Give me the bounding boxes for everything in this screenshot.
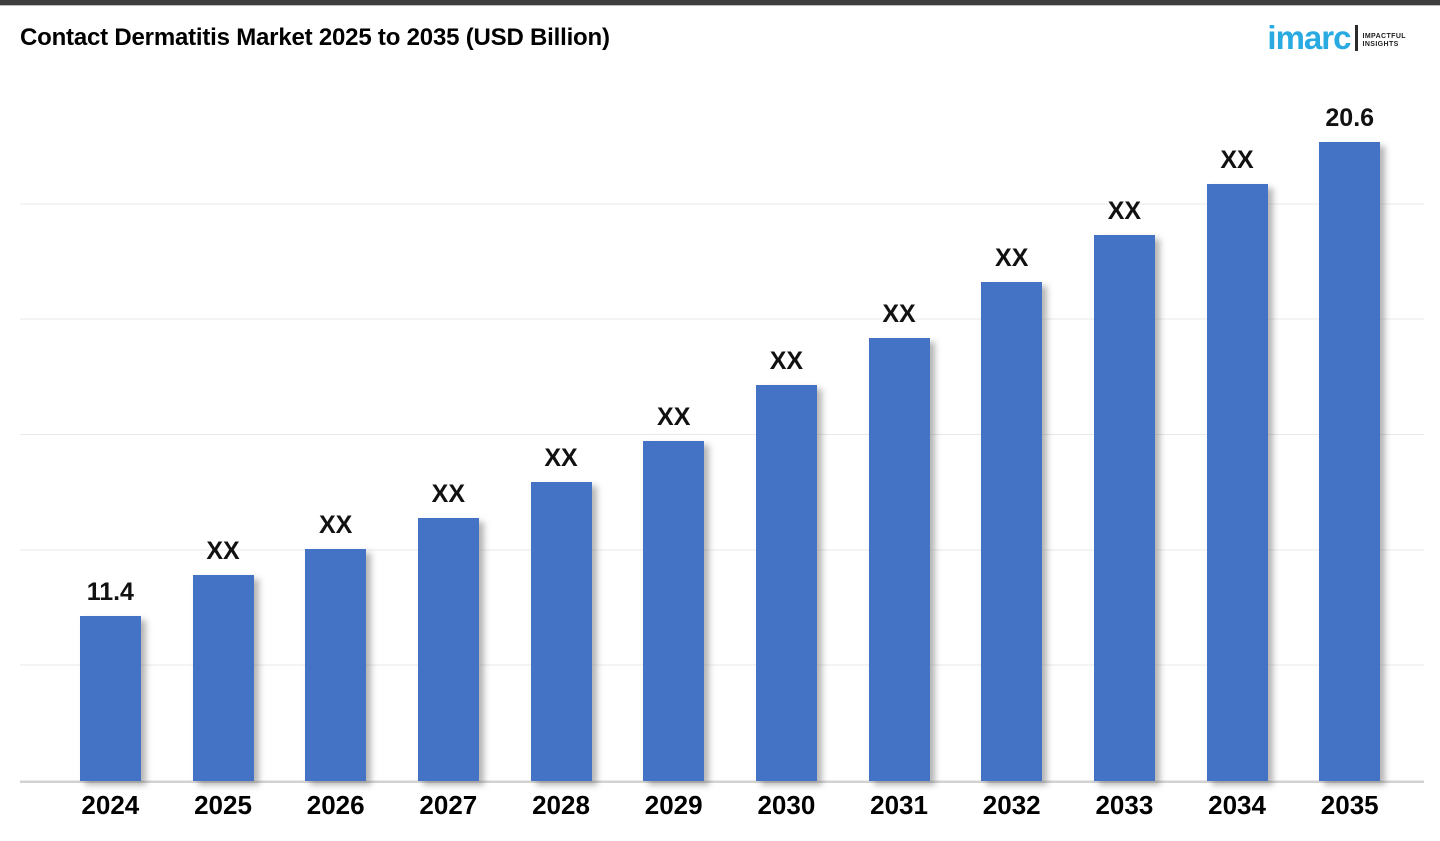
bar-value-label: XX bbox=[657, 403, 691, 432]
x-axis-label-2027: 2027 bbox=[419, 790, 478, 820]
bar-2030 bbox=[755, 384, 817, 781]
x-axis-label-2024: 2024 bbox=[81, 790, 140, 820]
logo-divider bbox=[1355, 25, 1359, 52]
x-axis-label-2031: 2031 bbox=[870, 790, 928, 820]
bar-value-label: XX bbox=[206, 537, 240, 566]
bar-column-2033: XX bbox=[1068, 91, 1181, 781]
bar-2024 bbox=[79, 616, 141, 781]
bar-column-2029: XX bbox=[617, 91, 730, 781]
bar-value-label: XX bbox=[769, 346, 804, 375]
x-axis-label-2034: 2034 bbox=[1208, 790, 1266, 820]
bar-value-label: XX bbox=[544, 444, 578, 473]
bar-column-2031: XX bbox=[843, 91, 956, 781]
x-axis: 2024 2025 2026 2027 2028 2029 2030 2031 2032 2033… bbox=[20, 792, 1424, 818]
bar-2025 bbox=[192, 575, 254, 781]
x-axis-label-2025: 2025 bbox=[194, 790, 252, 820]
bar-series: 11.4 XX XX XX XX XX XX XX XX XX XX 20.6 bbox=[20, 91, 1424, 781]
logo-tagline-line2: INSIGHTS bbox=[1362, 41, 1399, 49]
bar-2026 bbox=[305, 549, 367, 781]
bar-value-label: XX bbox=[995, 243, 1029, 272]
x-axis-label-2029: 2029 bbox=[644, 790, 703, 820]
bar-value-label: 20.6 bbox=[1325, 104, 1375, 133]
bar-value-label: XX bbox=[1107, 197, 1142, 226]
bar-value-label: 11.4 bbox=[86, 578, 134, 607]
bar-value-label: XX bbox=[1220, 145, 1254, 174]
x-axis-label-2028: 2028 bbox=[532, 790, 590, 820]
bar-2031 bbox=[868, 338, 930, 781]
bar-2029 bbox=[643, 441, 705, 781]
bar-2032 bbox=[981, 281, 1043, 781]
bar-column-2030: XX bbox=[730, 91, 843, 781]
bar-value-label: XX bbox=[431, 480, 466, 509]
bar-2034 bbox=[1206, 183, 1268, 781]
plot-area: 11.4 XX XX XX XX XX XX XX XX XX XX 20.6 bbox=[20, 91, 1424, 783]
top-strip bbox=[0, 0, 1440, 6]
bar-2027 bbox=[417, 518, 479, 781]
bar-column-2026: XX bbox=[279, 91, 392, 781]
logo-tagline: IMPACTFUL INSIGHTS bbox=[1362, 33, 1406, 52]
bar-column-2027: XX bbox=[392, 91, 505, 781]
bar-column-2025: XX bbox=[167, 91, 280, 781]
bar-value-label: XX bbox=[882, 300, 916, 329]
bar-column-2034: XX bbox=[1181, 91, 1294, 781]
bar-column-2035: 20.6 bbox=[1293, 91, 1406, 781]
bar-column-2032: XX bbox=[955, 91, 1068, 781]
imarc-logo: imarc IMPACTFUL INSIGHTS bbox=[1267, 19, 1406, 56]
imarc-logo-text: imarc bbox=[1267, 19, 1351, 56]
bar-column-2028: XX bbox=[505, 91, 618, 781]
bar-value-label: XX bbox=[319, 511, 353, 540]
x-axis-label-2033: 2033 bbox=[1095, 790, 1154, 820]
bar-2035 bbox=[1319, 142, 1381, 781]
bar-column-2024: 11.4 bbox=[54, 91, 167, 781]
logo-tagline-line1: IMPACTFUL bbox=[1362, 32, 1406, 40]
x-axis-label-2035: 2035 bbox=[1320, 790, 1379, 820]
x-axis-label-2032: 2032 bbox=[982, 790, 1041, 820]
chart-title: Contact Dermatitis Market 2025 to 2035 (… bbox=[20, 24, 610, 51]
bar-2028 bbox=[530, 482, 592, 781]
x-axis-label-2026: 2026 bbox=[306, 790, 365, 820]
bar-2033 bbox=[1093, 235, 1155, 781]
x-axis-label-2030: 2030 bbox=[757, 790, 816, 820]
